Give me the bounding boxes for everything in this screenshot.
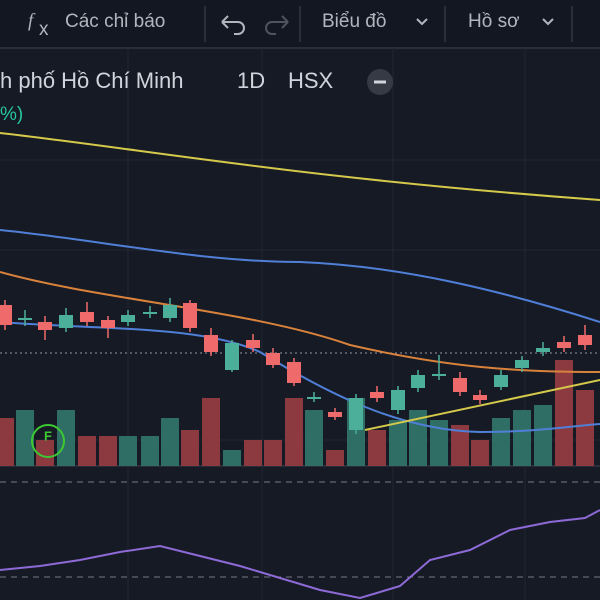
chevron — [542, 18, 554, 26]
volume-bar — [57, 410, 75, 466]
candle — [307, 397, 321, 399]
volume-bar — [471, 440, 489, 466]
candles — [0, 298, 592, 434]
volume-bar — [326, 450, 344, 466]
candle — [18, 318, 32, 320]
candle — [163, 305, 177, 318]
ma-long — [0, 132, 600, 201]
candle — [391, 390, 405, 410]
candle — [266, 353, 280, 365]
volume-bar — [368, 430, 386, 466]
candle — [432, 374, 446, 376]
marker-label: F — [44, 428, 52, 443]
undo-button[interactable] — [221, 15, 245, 35]
marker-circle[interactable] — [31, 424, 65, 458]
candle — [411, 375, 425, 388]
volume-bar — [202, 398, 220, 466]
candle — [0, 305, 12, 325]
interval: 1D — [237, 68, 265, 93]
candle — [578, 335, 592, 345]
volume-bar — [16, 410, 34, 466]
volume-bar — [161, 418, 179, 466]
volume-bar — [513, 410, 531, 466]
volume-bar — [492, 418, 510, 466]
indicators-button[interactable]: Các chỉ báo — [65, 11, 165, 32]
volume-bar — [264, 440, 282, 466]
volume-bar — [389, 420, 407, 466]
volume-bar — [119, 436, 137, 466]
volume-bar — [430, 420, 448, 466]
chevron — [416, 18, 428, 26]
fx-icon-sub: x — [39, 19, 49, 40]
profile-button[interactable]: Hồ sơ — [468, 11, 520, 32]
candle — [38, 322, 52, 330]
candle — [349, 398, 363, 430]
fx-icon[interactable]: f — [28, 10, 36, 31]
exchange: HSX — [288, 68, 334, 93]
volume — [0, 360, 594, 466]
volume-bar — [244, 440, 262, 466]
indicator-legend: %) — [0, 104, 23, 125]
candle — [183, 303, 197, 328]
trend-line — [364, 379, 600, 431]
band-upper — [0, 229, 600, 323]
volume-bar — [223, 450, 241, 466]
band-lower — [0, 321, 600, 434]
candle — [204, 335, 218, 352]
candle — [370, 392, 384, 398]
volume-bar — [305, 410, 323, 466]
candle — [121, 315, 135, 322]
candle — [494, 375, 508, 387]
redo-button[interactable] — [265, 15, 289, 35]
candle — [287, 362, 301, 383]
volume-bar — [99, 436, 117, 466]
candle — [515, 360, 529, 368]
volume-bar — [78, 436, 96, 466]
chart-button[interactable]: Biểu đồ — [322, 11, 386, 32]
symbol-name: h phố Hồ Chí Minh — [0, 68, 183, 93]
candle — [473, 395, 487, 400]
volume-bar — [576, 390, 594, 466]
candle — [59, 315, 73, 328]
candle — [536, 348, 550, 352]
candle — [101, 320, 115, 328]
candle — [453, 378, 467, 392]
candle — [80, 312, 94, 322]
candle — [143, 312, 157, 314]
volume-bar — [451, 425, 469, 466]
rsi-line — [0, 509, 600, 600]
candle — [557, 342, 571, 348]
candle — [246, 340, 260, 348]
volume-bar — [285, 398, 303, 466]
volume-bar — [36, 440, 54, 466]
candle — [328, 412, 342, 417]
volume-bar — [181, 430, 199, 466]
volume-bar — [555, 360, 573, 466]
volume-bar — [0, 418, 14, 466]
ma-mid — [0, 271, 600, 373]
volume-bar — [534, 405, 552, 466]
volume-bar — [141, 436, 159, 466]
candle — [225, 343, 239, 370]
